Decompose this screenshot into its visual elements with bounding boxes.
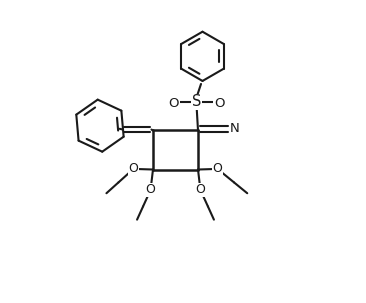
Text: O: O: [195, 183, 205, 196]
Text: S: S: [192, 95, 201, 109]
Text: O: O: [169, 97, 179, 110]
Text: O: O: [128, 162, 138, 175]
Text: O: O: [146, 183, 156, 196]
Text: O: O: [214, 97, 224, 110]
Text: O: O: [213, 162, 223, 175]
Text: N: N: [230, 122, 239, 135]
